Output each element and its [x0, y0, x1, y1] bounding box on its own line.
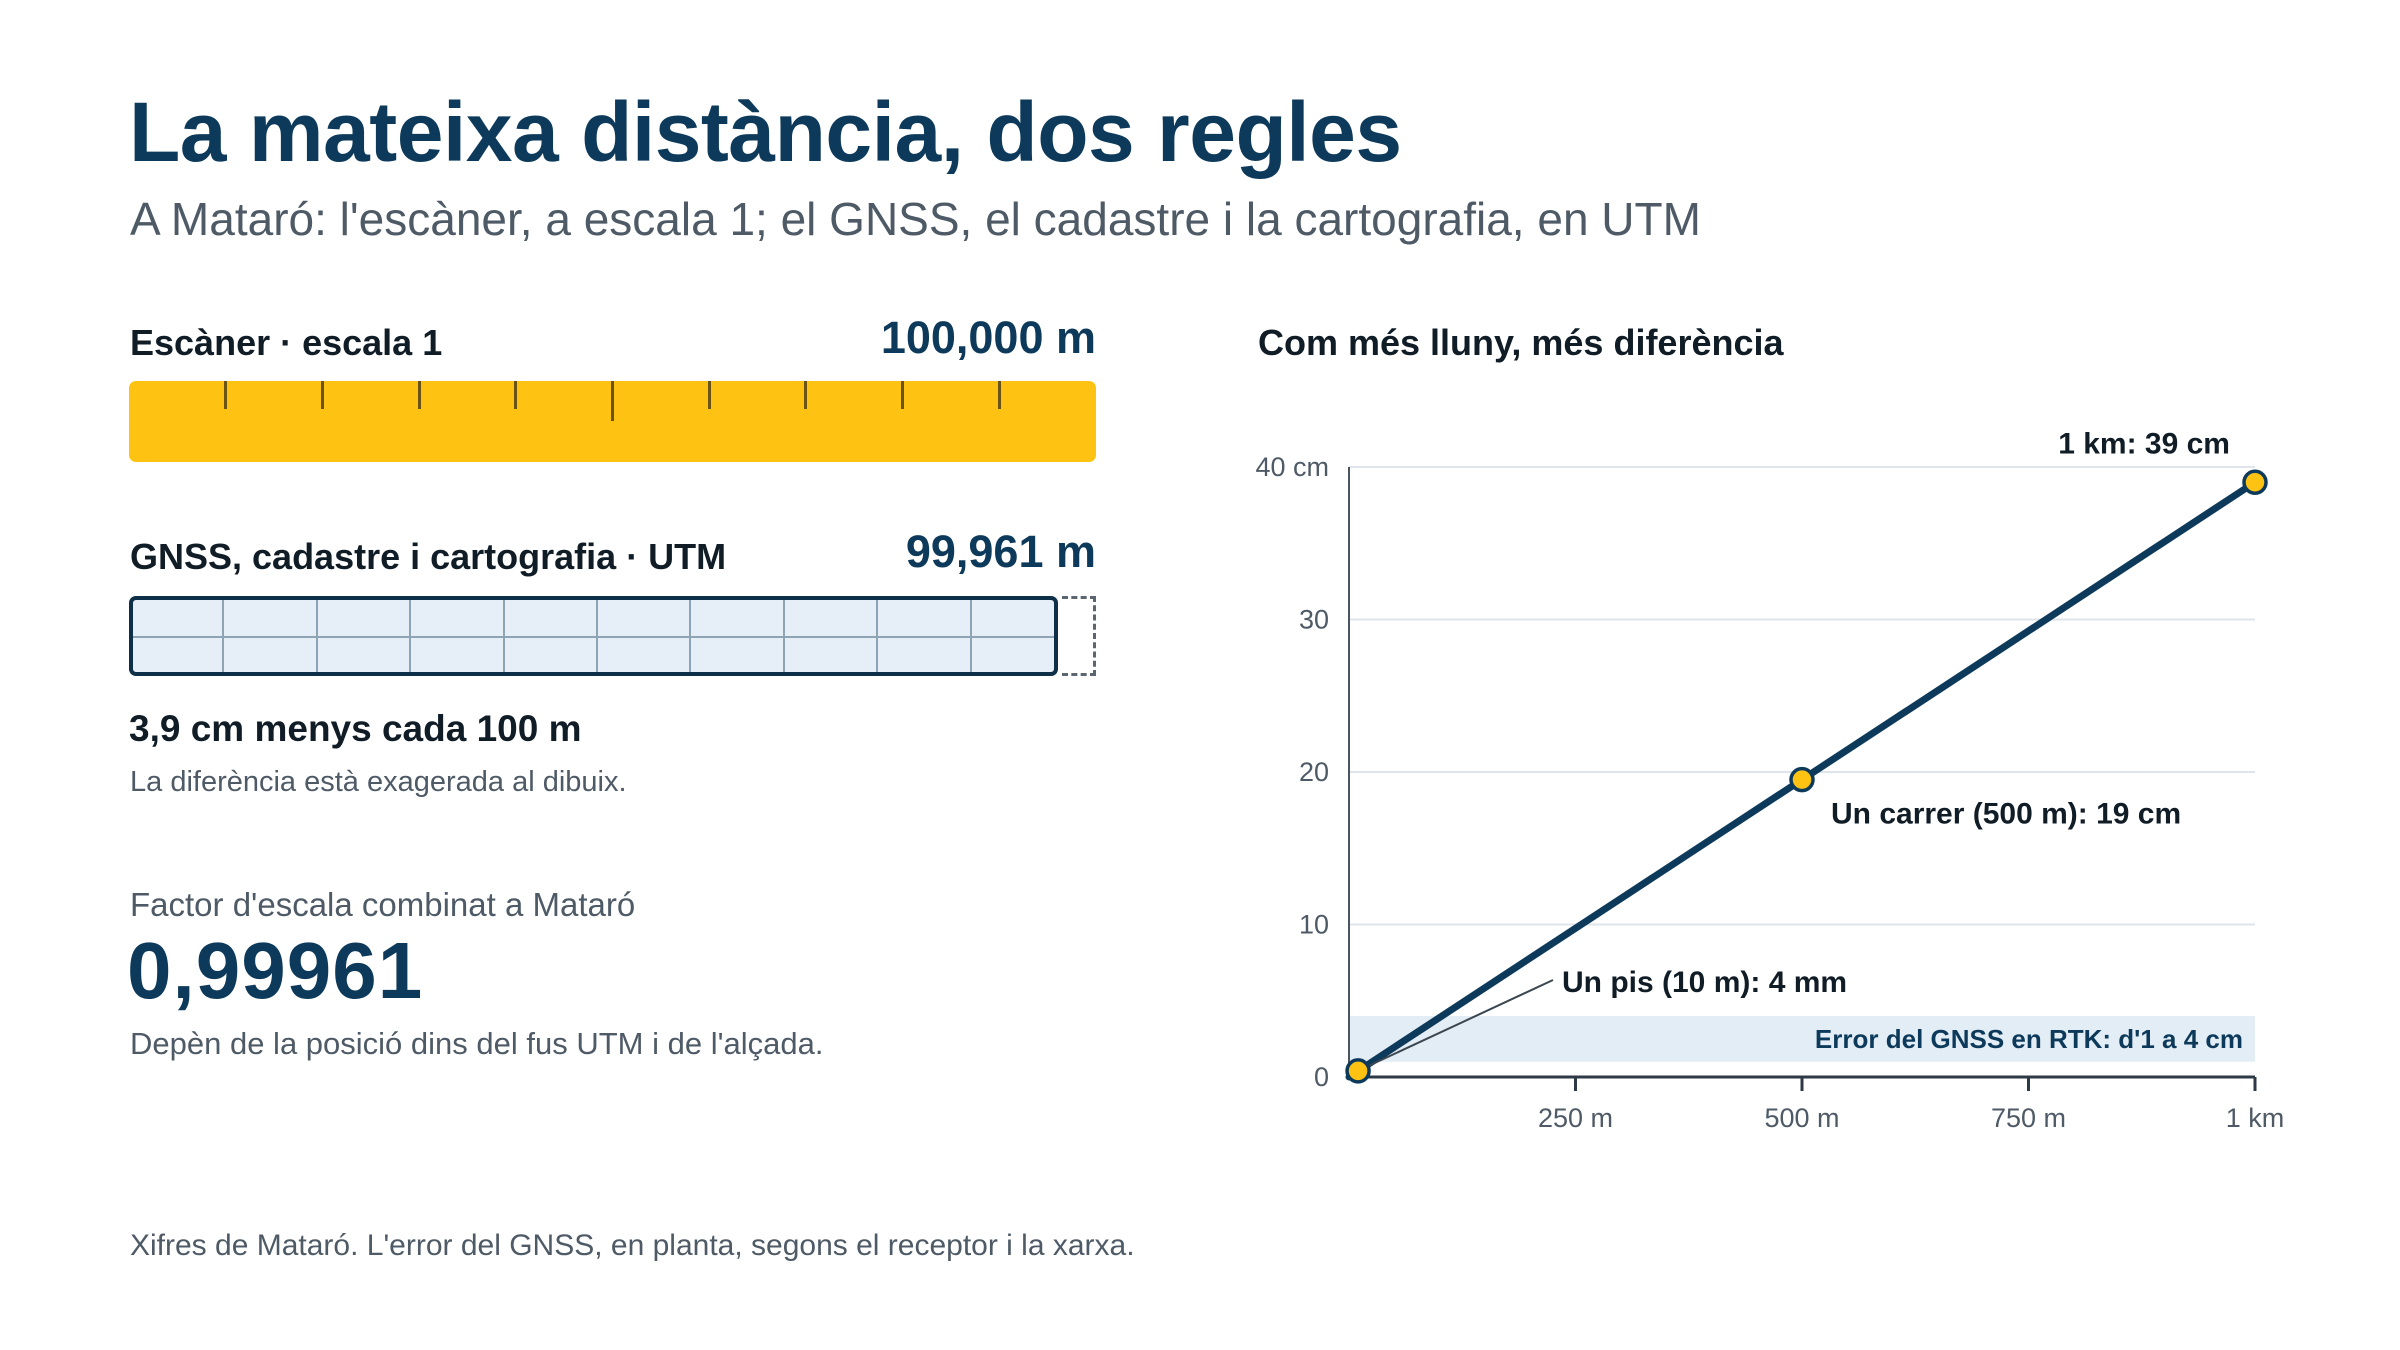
utm-missing-length — [1062, 596, 1096, 676]
scanner-ruler-bar — [129, 381, 1096, 462]
chart-title: Com més lluny, més diferència — [1258, 322, 1784, 363]
grid-line — [409, 600, 412, 672]
grid-line — [782, 600, 785, 672]
annotation-leader-line — [1361, 979, 1554, 1070]
grid-line — [133, 636, 1054, 638]
ruler-tick — [997, 381, 1001, 409]
grid-line — [315, 600, 318, 672]
ruler-tick — [417, 381, 421, 409]
grid-line — [222, 600, 225, 672]
grid-line — [969, 600, 972, 672]
grid-line — [596, 600, 598, 672]
utm-ruler-bar — [129, 596, 1058, 676]
ruler-tick — [901, 381, 905, 409]
scanner-value: 100,000 m — [880, 312, 1096, 363]
grid-line — [876, 600, 879, 672]
factor-note: Depèn de la posició dins del fus UTM i d… — [130, 1026, 824, 1061]
gnss-error-band-label: Error del GNSS en RTK: d'1 a 4 cm — [1815, 1024, 2243, 1054]
y-tick-label: 0 — [1314, 1062, 1329, 1092]
y-tick-label: 40 cm — [1255, 452, 1329, 482]
ruler-tick — [514, 381, 518, 409]
utm-label: GNSS, cadastre i cartografia · UTM — [130, 536, 727, 577]
y-tick-label: 30 — [1299, 605, 1329, 635]
ruler-tick — [320, 381, 324, 409]
gnss-error-band — [1349, 1016, 2255, 1062]
data-point-label: 1 km: 39 cm — [2058, 427, 2230, 460]
ruler-tick — [224, 381, 228, 409]
factor-label: Factor d'escala combinat a Mataró — [130, 886, 636, 923]
page-title: La mateixa distància, dos regles — [129, 85, 1402, 179]
data-point — [1789, 766, 1815, 793]
utm-value: 99,961 m — [905, 526, 1096, 577]
data-point — [2242, 469, 2268, 495]
factor-value: 0,99961 — [127, 926, 424, 1015]
scanner-label: Escàner · escala 1 — [130, 322, 443, 363]
footnote: Xifres de Mataró. L'error del GNSS, en p… — [130, 1229, 1135, 1262]
y-tick-label: 20 — [1299, 757, 1329, 787]
page-subtitle: A Mataró: l'escàner, a escala 1; el GNSS… — [130, 193, 1701, 245]
difference-text: 3,9 cm menys cada 100 m — [129, 708, 582, 749]
data-point — [1345, 1058, 1371, 1084]
x-tick-label: 250 m — [1538, 1103, 1613, 1133]
x-tick-label: 750 m — [1991, 1103, 2066, 1133]
ruler-tick — [707, 381, 711, 409]
grid-line — [502, 600, 505, 672]
grid-line — [689, 600, 692, 672]
x-tick-label: 500 m — [1764, 1103, 1839, 1133]
y-tick-label: 10 — [1299, 910, 1329, 940]
ruler-tick — [611, 381, 614, 421]
data-point-label: Un carrer (500 m): 19 cm — [1831, 798, 2181, 831]
x-tick-label: 1 km — [2226, 1103, 2285, 1133]
ruler-tick — [804, 381, 808, 409]
data-point-label: Un pis (10 m): 4 mm — [1562, 966, 1847, 999]
difference-note: La diferència està exagerada al dibuix. — [130, 766, 627, 798]
